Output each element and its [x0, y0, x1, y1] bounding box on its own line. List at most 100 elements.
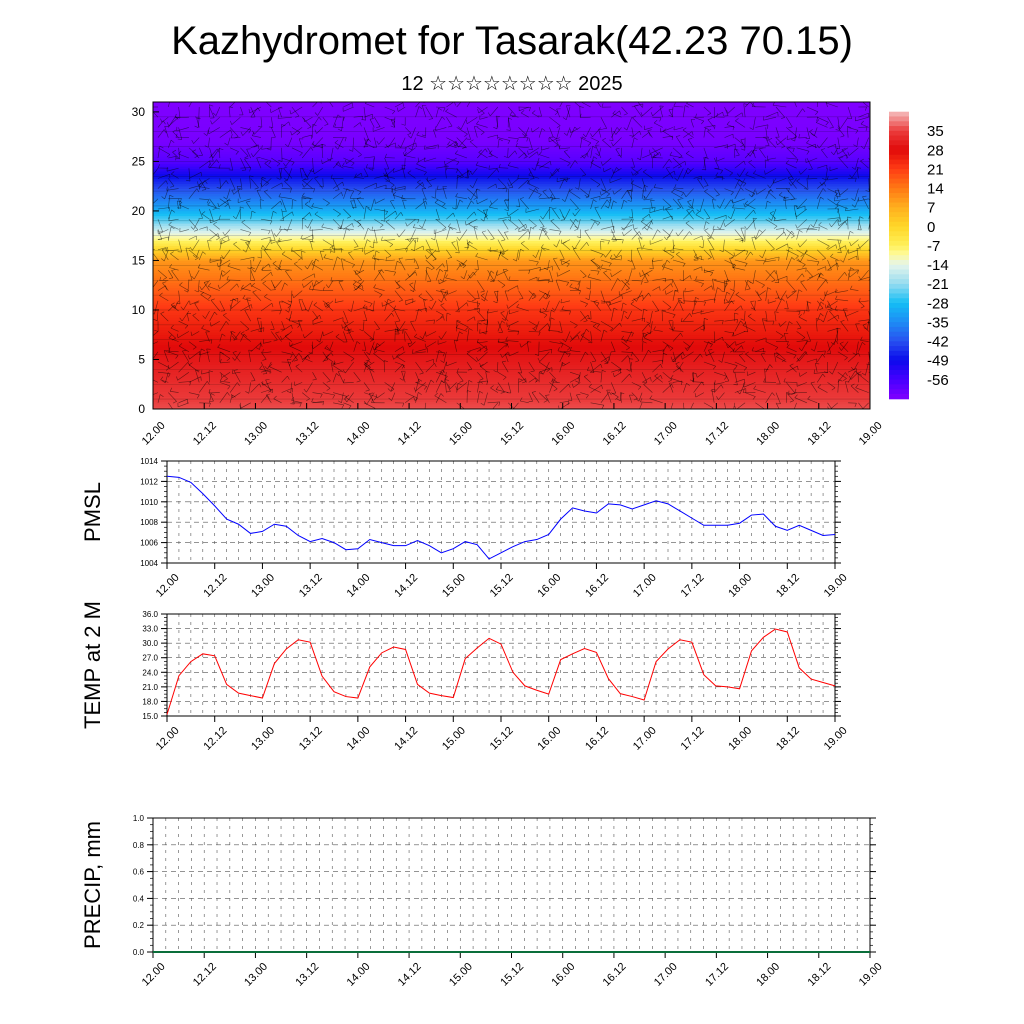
wind-barb — [373, 127, 385, 132]
wind-barb — [301, 300, 307, 310]
wind-barb-flag — [541, 128, 546, 132]
wind-barb — [233, 188, 241, 195]
wind-barb — [661, 310, 663, 322]
wind-barb — [827, 341, 832, 354]
wind-barb-flag — [296, 132, 301, 136]
wind-barb-flag — [262, 245, 266, 250]
wind-barb-flag — [640, 112, 643, 117]
wind-barb — [271, 321, 275, 330]
wind-barb-flag — [852, 352, 857, 355]
wind-barb — [868, 188, 870, 193]
wind-barb — [817, 387, 828, 393]
wind-barb — [219, 333, 223, 342]
wind-barb-flag — [851, 166, 856, 170]
wind-barb — [508, 285, 518, 291]
wind-barb-flag — [375, 250, 380, 254]
wind-barb-flag — [291, 247, 293, 252]
wind-barb — [492, 402, 499, 409]
wind-barb-flag — [480, 363, 484, 367]
wind-barb-flag — [820, 196, 824, 200]
wind-barb — [415, 167, 427, 173]
wind-barb-flag — [830, 342, 835, 345]
wind-barb — [605, 301, 612, 312]
wind-barb — [728, 290, 736, 303]
wind-barb — [444, 372, 447, 383]
wind-barb — [652, 286, 660, 291]
wind-barb — [621, 351, 633, 353]
wind-barb-flag — [262, 348, 264, 353]
wind-barb — [553, 258, 560, 271]
wind-barb-flag — [320, 393, 323, 398]
wind-barb — [291, 127, 301, 133]
wind-barb-flag — [307, 355, 311, 359]
wind-barb — [580, 242, 587, 250]
wind-barb — [209, 147, 214, 162]
wind-barb — [654, 375, 663, 383]
wind-barb-flag — [727, 279, 731, 282]
wind-barb-flag — [876, 375, 878, 378]
wind-barb-flag — [245, 328, 250, 332]
wind-barb — [260, 157, 272, 162]
wind-barb — [343, 106, 354, 112]
wind-barb — [363, 361, 371, 368]
wind-barb-flag — [810, 224, 814, 228]
wind-barb — [602, 157, 612, 166]
wind-barb-flag — [232, 369, 234, 374]
wind-barb — [528, 174, 540, 179]
wind-barb — [219, 180, 227, 189]
wind-barb — [621, 281, 628, 291]
wind-barb — [209, 208, 214, 221]
wind-barb-flag — [586, 366, 590, 371]
x-tick-label: 16.00 — [549, 961, 577, 989]
wind-barb — [278, 196, 292, 200]
wind-barb-flag — [418, 293, 423, 297]
wind-barb-flag — [264, 366, 268, 370]
wind-barb — [687, 139, 694, 148]
wind-barb — [860, 123, 869, 128]
x-tick-label: 14.00 — [345, 572, 373, 600]
wind-barb — [683, 231, 690, 240]
wind-barb-flag — [789, 321, 793, 325]
wind-barb-flag — [194, 290, 199, 293]
wind-barb-flag — [759, 229, 763, 233]
wind-barb-flag — [523, 156, 528, 159]
wind-barb-flag — [730, 191, 734, 196]
wind-barb — [498, 341, 509, 343]
wind-barb-flag — [835, 288, 837, 293]
wind-barb — [787, 177, 797, 189]
wind-barb — [662, 198, 672, 207]
wind-barb — [383, 360, 385, 373]
wind-barb-flag — [542, 227, 547, 230]
colorbar-segment — [889, 135, 909, 141]
wind-barb — [209, 392, 214, 402]
wind-barb — [837, 221, 846, 230]
wind-barb — [816, 279, 826, 291]
wind-barb — [271, 229, 276, 241]
wind-barb — [759, 148, 766, 159]
wind-barb — [199, 160, 210, 169]
wind-barb — [455, 153, 468, 159]
wind-barb-flag — [506, 129, 511, 131]
wind-barb — [234, 331, 241, 340]
y-tick-label: 0.0 — [133, 948, 145, 957]
wind-barb — [157, 207, 170, 210]
wind-barb — [450, 382, 457, 389]
wind-barb-flag — [396, 233, 400, 238]
wind-barb-flag — [613, 307, 618, 311]
wind-barb — [497, 320, 503, 332]
wind-barb — [611, 294, 623, 302]
wind-barb — [734, 372, 738, 385]
wind-barb — [394, 261, 398, 271]
wind-barb — [647, 130, 653, 138]
wind-barb — [794, 102, 797, 108]
wind-barb — [363, 382, 370, 391]
wind-barb — [209, 233, 219, 240]
wind-barb-flag — [661, 263, 665, 267]
wind-barb-flag — [480, 290, 485, 293]
wind-barb-flag — [257, 256, 262, 259]
wind-barb-flag — [716, 226, 721, 230]
wind-barb — [827, 328, 838, 332]
wind-barb — [562, 243, 571, 251]
wind-barb-flag — [689, 231, 692, 235]
